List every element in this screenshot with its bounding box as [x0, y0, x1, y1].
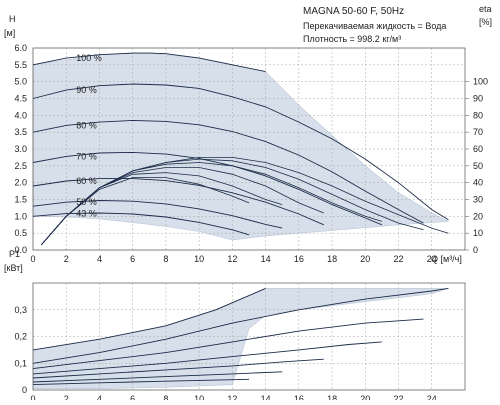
speed-curve: [32, 151, 383, 226]
speed-curve: [32, 52, 266, 73]
eta-tick-label: 10: [473, 228, 483, 238]
x-tick-label: 24: [427, 254, 437, 264]
y-tick-label: 0.0: [14, 245, 27, 255]
series-label: 80 %: [76, 120, 97, 130]
speed-curve: [32, 358, 324, 379]
y-axis-label: H: [9, 14, 16, 24]
eta-tick-label: 0: [473, 245, 478, 255]
y-tick-label: 0,3: [14, 305, 27, 315]
x-tick-label: 8: [163, 254, 168, 264]
x-tick-label: 2: [64, 254, 69, 264]
y-tick-label: 1.5: [14, 195, 27, 205]
x-tick-label: 4: [97, 394, 102, 400]
x-tick-label: 2: [64, 394, 69, 400]
y-tick-label: 0: [22, 385, 27, 395]
speed-curve: [32, 178, 324, 226]
y-tick-label: 0,1: [14, 358, 27, 368]
x-tick-label: 14: [261, 254, 271, 264]
x-tick-label: 22: [394, 254, 404, 264]
liquid-label: Перекачиваемая жидкость = Вода: [303, 21, 446, 31]
y-tick-label: 1.0: [14, 211, 27, 221]
eta-tick-label: 50: [473, 161, 483, 171]
density-label: Плотность = 998.2 кг/м³: [303, 34, 401, 44]
x-tick-label: 18: [327, 394, 337, 400]
plot-frame: [32, 282, 466, 391]
eta-axis-label: eta: [479, 4, 492, 14]
series-label: 90 %: [76, 85, 97, 95]
x-tick-label: 22: [394, 394, 404, 400]
y-axis-unit-label: [кВт]: [4, 263, 23, 273]
eta-axis-unit-label: [%]: [479, 17, 492, 27]
speed-curve: [32, 83, 449, 221]
y-tick-label: 0,2: [14, 332, 27, 342]
y-axis-label: P1: [9, 249, 20, 259]
x-tick-label: 8: [163, 394, 168, 400]
x-tick-label: 6: [130, 254, 135, 264]
x-tick-label: 12: [227, 254, 237, 264]
series-label: 50 %: [76, 197, 97, 207]
x-tick-label: 14: [261, 394, 271, 400]
y-tick-label: 3.0: [14, 144, 27, 154]
x-tick-label: 16: [294, 254, 304, 264]
series-label: 70 %: [76, 151, 97, 161]
speed-curve: [32, 212, 250, 236]
x-tick-label: 0: [30, 394, 35, 400]
efficiency-curve: [40, 172, 283, 246]
speed-curve: [32, 200, 283, 229]
x-tick-label: 10: [194, 254, 204, 264]
x-axis-label: Q [м³/ч]: [431, 254, 462, 264]
eta-tick-label: 100: [473, 77, 488, 87]
eta-tick-label: 60: [473, 144, 483, 154]
x-tick-label: 24: [427, 394, 437, 400]
efficiency-curve: [40, 177, 250, 246]
series-label: 43 %: [76, 209, 97, 219]
eta-tick-label: 20: [473, 211, 483, 221]
y-tick-label: 4.5: [14, 94, 27, 104]
y-tick-label: 3.5: [14, 127, 27, 137]
eta-tick-label: 80: [473, 110, 483, 120]
series-label: 100 %: [76, 53, 102, 63]
speed-curve: [32, 341, 382, 375]
x-tick-label: 6: [130, 394, 135, 400]
y-tick-label: 0.5: [14, 228, 27, 238]
speed-curve: [32, 318, 424, 370]
y-tick-label: 2.5: [14, 161, 27, 171]
speed-curve: [32, 287, 449, 364]
x-tick-label: 20: [360, 254, 370, 264]
x-tick-label: 16: [294, 394, 304, 400]
x-tick-label: 10: [194, 394, 204, 400]
y-axis-unit-label: [м]: [4, 28, 15, 38]
eta-tick-label: 40: [473, 178, 483, 188]
eta-tick-label: 70: [473, 127, 483, 137]
eta-tick-label: 90: [473, 94, 483, 104]
model-label: MAGNA 50-60 F, 50Hz: [303, 6, 404, 17]
eta-tick-label: 30: [473, 195, 483, 205]
speed-curve: [32, 119, 424, 224]
x-tick-label: 18: [327, 254, 337, 264]
y-tick-label: 4.0: [14, 110, 27, 120]
y-tick-label: 5.0: [14, 77, 27, 87]
y-tick-label: 2.0: [14, 178, 27, 188]
speed-curve: [32, 287, 266, 351]
head-plot: 0.0 0.5 1.0 1.5 2.0 2.5 3.0 3.5 4.0 4.5 5.0 5.5 6.0 0…: [4, 4, 492, 264]
y-tick-label: 6.0: [14, 43, 27, 53]
x-tick-label: 20: [360, 394, 370, 400]
y-tick-label: 5.5: [14, 60, 27, 70]
series-label: 60 %: [76, 176, 97, 186]
x-tick-label: 12: [227, 394, 237, 400]
x-tick-label: 4: [97, 254, 102, 264]
speed-curve: [32, 371, 283, 383]
speed-curve: [32, 378, 250, 386]
x-tick-label: 0: [30, 254, 35, 264]
